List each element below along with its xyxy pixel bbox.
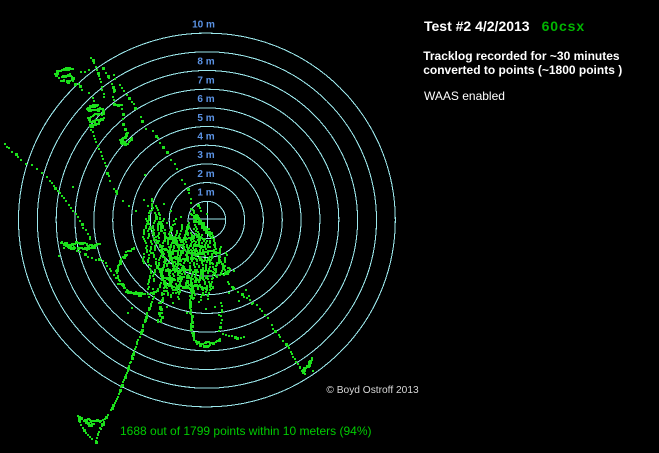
svg-text:1 m: 1 m xyxy=(197,188,214,199)
svg-text:8 m: 8 m xyxy=(197,57,214,68)
svg-text:4 m: 4 m xyxy=(197,131,214,142)
svg-text:6 m: 6 m xyxy=(197,94,214,105)
svg-text:2 m: 2 m xyxy=(197,169,214,180)
svg-text:3 m: 3 m xyxy=(197,150,214,161)
svg-text:10 m: 10 m xyxy=(192,19,215,30)
svg-text:5 m: 5 m xyxy=(197,113,214,124)
svg-text:7 m: 7 m xyxy=(197,75,214,86)
